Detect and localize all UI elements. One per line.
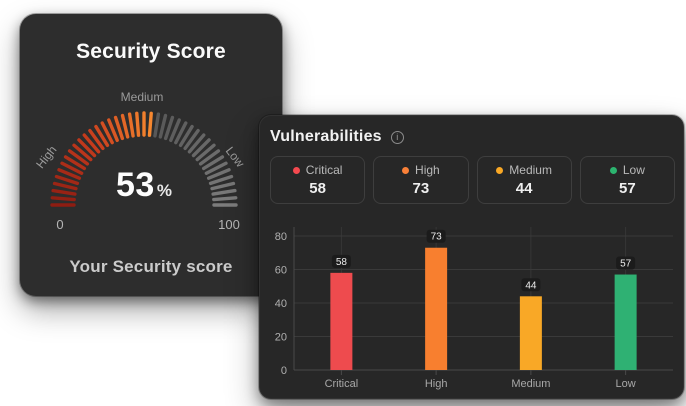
svg-text:58: 58 (336, 257, 348, 268)
svg-text:57: 57 (620, 259, 632, 270)
svg-text:High: High (425, 378, 448, 390)
stat-value: 58 (309, 180, 326, 197)
security-gauge (19, 101, 269, 213)
stat-label: High (415, 163, 440, 177)
svg-text:40: 40 (275, 298, 287, 310)
vulnerability-stats-row: Critical 58 High 73 Medium 44 (270, 156, 675, 204)
stat-label: Critical (305, 163, 343, 177)
bar-chart-canvas: 0 20 40 60 80 58 Critical 73 High 44 Medium 57 Low (275, 227, 673, 390)
stat-box-critical: Critical 58 (270, 156, 366, 204)
vulnerabilities-header: Vulnerabilities i (270, 128, 404, 146)
svg-text:20: 20 (275, 332, 287, 344)
svg-text:44: 44 (525, 280, 537, 291)
svg-text:Low: Low (616, 378, 636, 390)
critical-dot-icon (292, 166, 300, 174)
vulnerabilities-title: Vulnerabilities (270, 128, 382, 145)
gauge-ticks (50, 111, 238, 207)
score-value: 53 (116, 166, 155, 204)
score-unit: % (156, 181, 172, 200)
stat-box-medium: Medium 44 (476, 156, 572, 204)
high-dot-icon (402, 166, 410, 174)
svg-text:Medium: Medium (511, 378, 550, 390)
vulnerabilities-bar-chart: 0 20 40 60 80 58 Critical 73 High 44 Medium 57 Low (260, 212, 685, 400)
stat-value: 57 (619, 180, 636, 197)
svg-text:0: 0 (281, 365, 287, 377)
info-icon[interactable]: i (390, 130, 404, 144)
low-dot-icon (609, 166, 617, 174)
medium-dot-icon (496, 166, 504, 174)
svg-text:60: 60 (275, 265, 287, 277)
vulnerabilities-card: Vulnerabilities i Critical 58 High 73 (259, 115, 684, 399)
gauge-max-label: 100 (218, 217, 240, 232)
score-caption: Your Security score (69, 257, 233, 276)
score-readout: 53 % (24, 166, 264, 205)
security-score-card: Security Score Medium High Low 53 % 0 10… (20, 14, 282, 296)
stat-box-low: Low 57 (579, 156, 675, 204)
svg-text:Critical: Critical (325, 378, 359, 390)
gauge-segment-label-medium: Medium (120, 90, 164, 104)
stat-value: 44 (515, 180, 533, 197)
gauge-min-label: 0 (56, 217, 64, 232)
svg-text:80: 80 (275, 231, 287, 243)
svg-text:73: 73 (431, 232, 443, 243)
security-score-title: Security Score (76, 40, 226, 63)
stat-label: Medium (509, 163, 552, 177)
stat-label: Low (622, 163, 645, 177)
stat-value: 73 (412, 180, 430, 197)
stat-box-high: High 73 (373, 156, 469, 204)
